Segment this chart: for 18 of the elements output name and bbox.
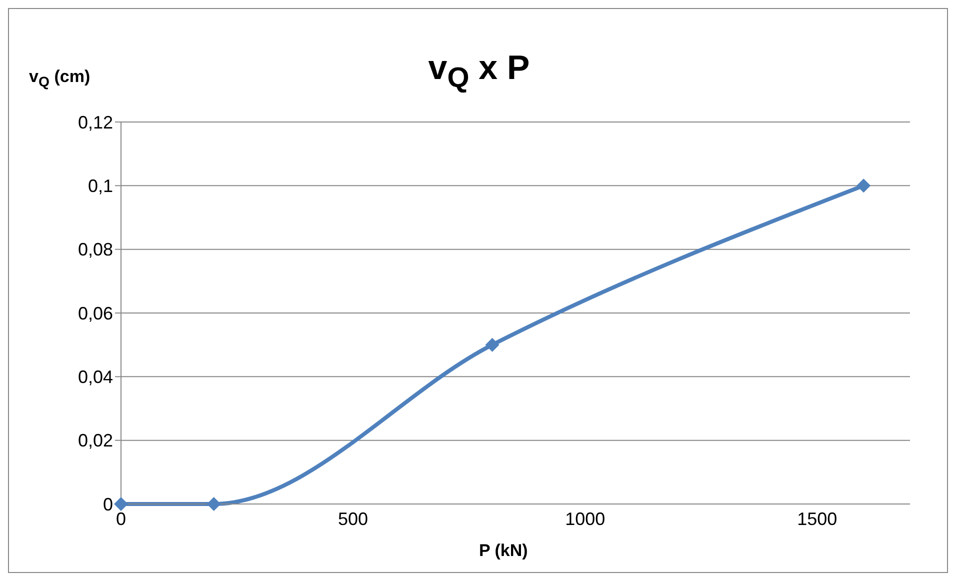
y-tick-label: 0,12 <box>78 112 113 132</box>
x-axis-title: P (kN) <box>479 541 528 561</box>
y-tick-label: 0,06 <box>78 303 113 324</box>
x-tick-label: 0 <box>116 508 126 529</box>
x-tick-label: 500 <box>338 508 368 529</box>
x-tick-label: 1500 <box>797 508 838 529</box>
point <box>114 497 128 511</box>
chart-title: v$_{Q}$ x P <box>428 49 530 94</box>
y-tick-label: 0,02 <box>78 430 113 451</box>
point <box>856 178 871 193</box>
point <box>485 338 500 352</box>
y-tick-label: 0 <box>102 494 113 514</box>
y-axis-title: v$_{Q}$ (cm) <box>29 67 90 90</box>
y-tick-label: 0,04 <box>78 367 113 388</box>
y-tick-label: 0,1 <box>88 176 113 196</box>
point <box>206 497 221 511</box>
x-tick-label: 1000 <box>565 508 606 529</box>
y-tick-label: 0,08 <box>78 240 113 260</box>
